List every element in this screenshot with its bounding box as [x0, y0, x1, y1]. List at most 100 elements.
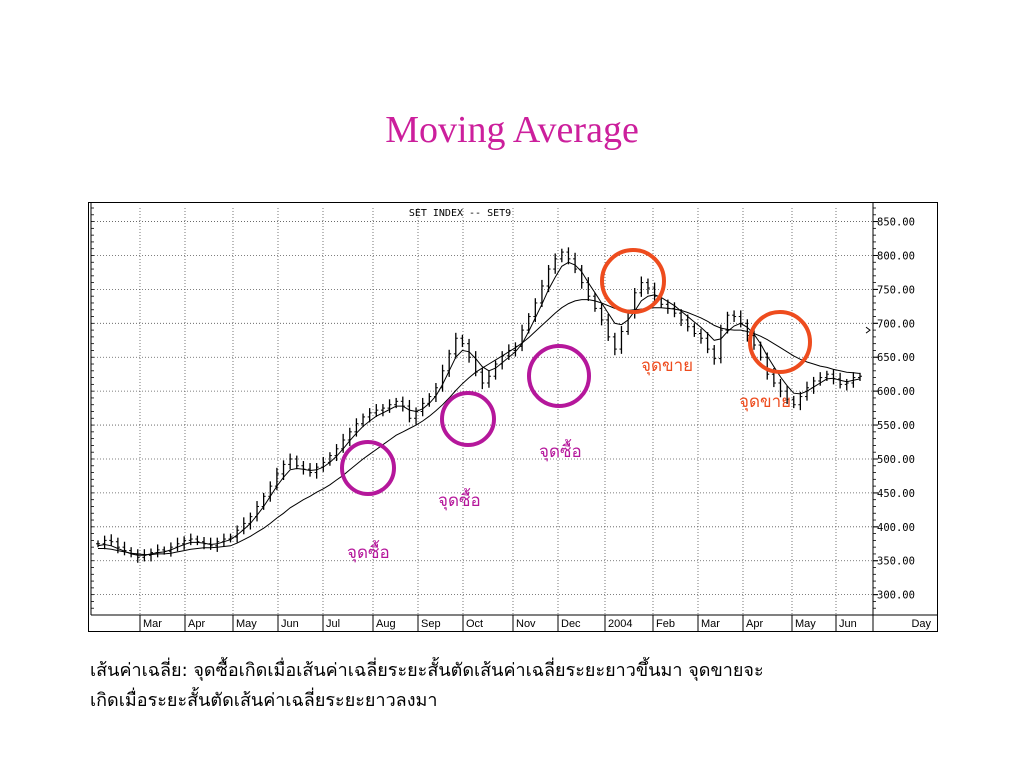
sell-label-1: จุดขาย — [641, 356, 693, 376]
axis-layer: 850.00 800.00 750.00 700.00 650.00 600.00 550.… — [90, 202, 938, 632]
price-bar — [546, 264, 551, 293]
buy-label-3: จุดซื้อ — [539, 439, 582, 462]
y-tick-label: 800.00 — [877, 250, 915, 262]
price-bar — [202, 536, 207, 550]
slide-title: Moving Average — [385, 109, 639, 151]
price-bar — [765, 352, 770, 380]
price-bar — [791, 395, 796, 409]
price-bar — [241, 517, 246, 535]
buy-circle-3 — [527, 344, 591, 408]
price-bar — [301, 461, 306, 475]
price-bar — [261, 492, 266, 510]
price-bar — [672, 302, 677, 318]
price-bar — [785, 385, 790, 405]
y-tick-label: 450.00 — [877, 488, 915, 500]
y-tick-label: 600.00 — [877, 386, 915, 398]
price-bar — [732, 310, 737, 322]
x-tick-label: Apr — [188, 618, 205, 630]
price-bar — [327, 452, 332, 466]
x-tick-label: Apr — [746, 618, 763, 630]
price-bar — [838, 372, 843, 389]
price-bar — [407, 399, 412, 423]
price-bar — [718, 324, 723, 364]
price-bar — [314, 463, 319, 479]
price-bar — [400, 396, 405, 412]
series-layer — [96, 247, 862, 563]
price-bar — [248, 512, 253, 530]
sell-circle-2 — [748, 310, 812, 374]
price-bar — [274, 467, 279, 491]
x-tick-label: May — [795, 618, 816, 630]
price-bar — [162, 546, 167, 555]
price-bar — [308, 463, 313, 477]
x-axis-label: Day — [911, 618, 931, 630]
price-bar — [665, 299, 670, 314]
price-bar — [433, 383, 438, 403]
price-bar — [824, 370, 829, 381]
price-bar — [440, 364, 445, 392]
price-bar — [149, 548, 154, 562]
sell-circle-1 — [600, 248, 666, 314]
price-bar — [500, 351, 505, 370]
price-bar — [831, 369, 836, 385]
price-bar — [380, 404, 385, 417]
price-bar — [109, 534, 114, 546]
price-bar — [235, 525, 240, 543]
price-bar — [579, 264, 584, 289]
y-tick-label: 300.00 — [877, 590, 915, 602]
price-bar — [122, 541, 127, 556]
price-bar — [288, 453, 293, 470]
price-bar — [228, 533, 233, 543]
price-bar — [347, 427, 352, 447]
buy-circle-2 — [440, 391, 496, 447]
price-bar — [685, 314, 690, 332]
price-bar — [215, 537, 220, 552]
price-bar — [592, 292, 597, 312]
price-bar — [851, 372, 856, 388]
x-tick-label: Jun — [281, 618, 299, 630]
price-bar — [493, 360, 498, 380]
x-tick-label: Dec — [561, 618, 581, 630]
y-tick-label: 650.00 — [877, 352, 915, 364]
price-bar — [281, 460, 286, 481]
price-bar — [367, 408, 372, 423]
price-bar — [294, 455, 299, 470]
x-tick-label: Jun — [839, 618, 857, 630]
price-bar — [738, 310, 743, 328]
y-tick-label: 550.00 — [877, 420, 915, 432]
price-bar — [168, 542, 173, 557]
price-bar — [420, 397, 425, 417]
chart-svg: 850.00 800.00 750.00 700.00 650.00 600.00 550.… — [88, 202, 938, 632]
x-tick-label: Sep — [421, 618, 441, 630]
price-bar — [394, 397, 399, 409]
price-bar — [208, 537, 213, 550]
price-bar — [155, 544, 160, 558]
y-tick-label: 350.00 — [877, 556, 915, 568]
price-bar — [606, 313, 611, 341]
price-bar — [268, 481, 273, 502]
price-bar — [129, 547, 134, 558]
price-bar — [102, 535, 107, 550]
price-bar — [520, 324, 525, 352]
price-bar — [182, 536, 187, 550]
long_ma-line — [98, 299, 861, 556]
y-tick-label: 850.00 — [877, 217, 915, 229]
y-tick-label: 500.00 — [877, 454, 915, 466]
x-tick-label: 2004 — [608, 618, 632, 630]
price-bar — [573, 252, 578, 274]
price-bar — [586, 277, 591, 301]
price-bar — [427, 393, 432, 407]
price-bar — [473, 351, 478, 377]
price-bar — [334, 444, 339, 462]
price-bar — [698, 328, 703, 344]
price-bar — [599, 303, 604, 326]
caption-line-2: เกิดเมื่อระยะสั้นตัดเส้นค่าเฉลี่ยระยะยาว… — [90, 690, 438, 711]
sell-label-2: จุดขาย — [739, 392, 791, 412]
price-bar — [652, 282, 657, 301]
price-bar — [778, 378, 783, 398]
price-bar — [354, 418, 359, 437]
x-tick-label: Jul — [326, 618, 340, 630]
price-bar — [341, 433, 346, 453]
y-tick-label: 750.00 — [877, 284, 915, 296]
x-tick-label: Oct — [466, 618, 483, 630]
